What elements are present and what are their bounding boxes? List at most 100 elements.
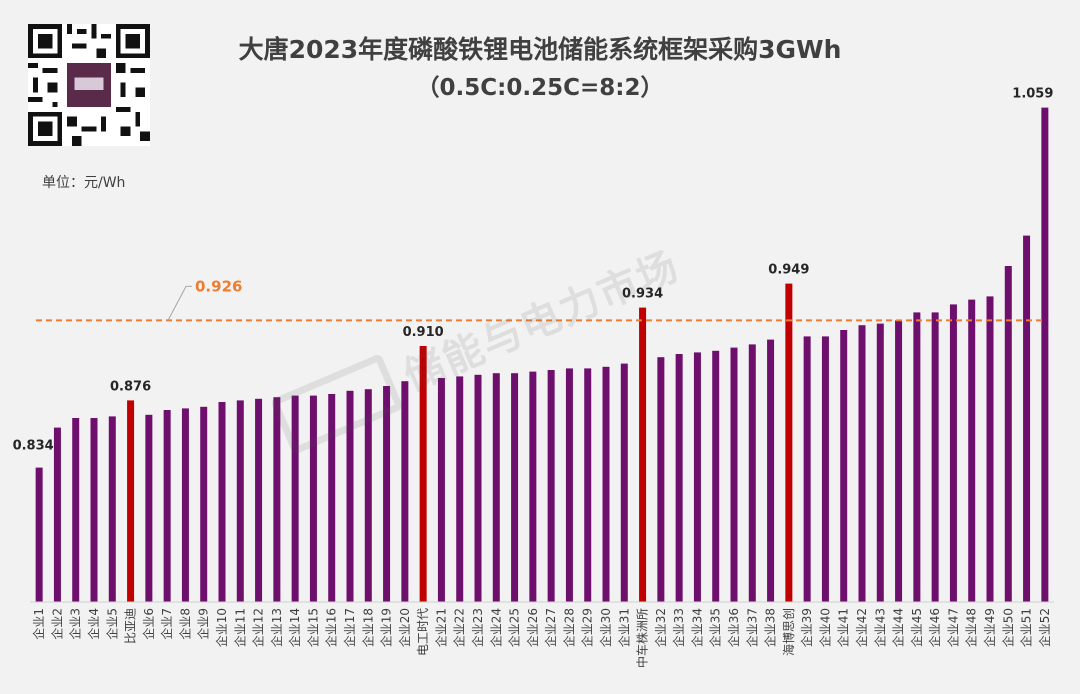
bar-企业4 — [90, 418, 98, 602]
bar-企业49 — [986, 296, 994, 602]
x-tick-label: 企业4 — [86, 608, 101, 640]
x-tick-label: 海博思创 — [781, 608, 796, 656]
x-tick-label: 企业22 — [452, 608, 467, 647]
bar-企业40 — [821, 336, 829, 602]
x-tick-label: 企业52 — [1037, 608, 1052, 647]
x-tick-label: 企业38 — [763, 608, 778, 647]
x-tick-label: 企业12 — [251, 608, 266, 647]
x-tick-label: 企业48 — [964, 608, 979, 647]
x-tick-label: 企业9 — [196, 608, 211, 640]
bar-企业44 — [895, 320, 903, 602]
bar-企业10 — [218, 402, 226, 602]
x-tick-label: 企业41 — [836, 608, 851, 647]
bar-企业33 — [675, 354, 683, 602]
x-tick-label: 企业7 — [159, 608, 174, 640]
bar-企业13 — [273, 397, 281, 602]
bar-企业42 — [858, 325, 866, 602]
bar-企业9 — [200, 406, 208, 602]
x-tick-label: 企业50 — [1000, 608, 1015, 647]
x-tick-label: 企业27 — [543, 608, 558, 647]
x-tick-label: 企业6 — [141, 608, 156, 640]
bar-企业5 — [108, 416, 116, 602]
x-tick-label: 企业10 — [214, 608, 229, 647]
bar-企业6 — [145, 414, 153, 602]
bar-企业38 — [767, 339, 775, 602]
x-tick-label: 企业2 — [49, 608, 64, 640]
x-tick-label: 企业24 — [488, 608, 503, 647]
x-tick-label: 企业17 — [342, 608, 357, 647]
x-tick-label: 企业47 — [945, 608, 960, 647]
bar-企业2 — [53, 427, 61, 602]
x-tick-label: 企业31 — [616, 608, 631, 647]
x-tick-label: 企业44 — [891, 608, 906, 647]
data-label: 1.059 — [1012, 87, 1053, 102]
bar-企业48 — [968, 299, 976, 602]
bar-企业1 — [35, 467, 43, 602]
average-label: 0.926 — [195, 277, 242, 295]
bar-企业51 — [1023, 235, 1031, 602]
bar-企业50 — [1004, 266, 1012, 602]
bar-企业14 — [291, 395, 299, 602]
bar-企业41 — [840, 330, 848, 602]
chart-title: 大唐2023年度磷酸铁锂电池储能系统框架采购3GWh — [238, 35, 842, 64]
x-tick-label: 电工时代 — [416, 608, 430, 656]
data-label: 0.910 — [403, 325, 444, 340]
x-tick-label: 企业25 — [507, 608, 522, 647]
x-tick-label: 企业19 — [379, 608, 394, 647]
x-tick-label: 企业51 — [1019, 608, 1034, 647]
average-leader-line — [167, 285, 192, 321]
data-label: 0.834 — [13, 439, 54, 454]
x-tick-label: 企业14 — [287, 608, 302, 647]
bar-比亚迪 — [127, 400, 135, 602]
x-tick-label: 企业5 — [104, 608, 119, 640]
bar-企业20 — [401, 381, 409, 602]
x-tick-label: 企业35 — [708, 608, 723, 647]
bar-企业36 — [730, 347, 738, 602]
x-tick-label: 企业13 — [269, 608, 284, 647]
x-tick-label: 企业11 — [232, 608, 247, 647]
x-tick-label: 企业3 — [68, 608, 83, 640]
bar-企业16 — [328, 394, 336, 602]
bar-企业15 — [309, 395, 317, 602]
x-tick-label: 企业49 — [982, 608, 997, 647]
bar-企业18 — [364, 389, 372, 602]
x-tick-label: 企业23 — [470, 608, 485, 647]
bar-企业35 — [712, 350, 720, 602]
x-tick-label: 企业16 — [324, 608, 339, 647]
x-tick-label: 企业30 — [598, 608, 613, 647]
bar-企业26 — [529, 371, 537, 602]
bar-企业52 — [1041, 107, 1049, 602]
bar-企业43 — [876, 323, 884, 602]
bar-企业24 — [492, 373, 500, 602]
x-tick-label: 企业26 — [525, 608, 540, 647]
unit-label: 单位：元/Wh — [42, 175, 126, 191]
bar-企业31 — [620, 363, 628, 602]
bar-企业27 — [547, 370, 555, 602]
x-tick-label: 比亚迪 — [124, 608, 138, 644]
bar-企业8 — [181, 408, 189, 602]
bar-海博思创 — [785, 283, 793, 602]
bar-企业39 — [803, 336, 811, 602]
x-tick-label: 企业18 — [360, 608, 375, 647]
x-tick-label: 企业29 — [580, 608, 595, 647]
bar-企业47 — [949, 304, 957, 602]
bar-中车株洲所 — [639, 307, 647, 602]
bar-企业37 — [748, 344, 756, 602]
x-tick-label: 企业46 — [927, 608, 942, 647]
x-tick-label: 企业36 — [726, 608, 741, 647]
x-tick-label: 企业8 — [177, 608, 192, 640]
bar-企业34 — [693, 352, 701, 602]
x-tick-label: 企业39 — [799, 608, 814, 647]
data-label: 0.876 — [110, 379, 151, 394]
bar-电工时代 — [419, 346, 427, 602]
bar-企业7 — [163, 410, 171, 602]
bar-企业28 — [565, 368, 573, 602]
x-tick-label: 企业43 — [872, 608, 887, 647]
data-label: 0.934 — [622, 287, 663, 302]
bar-企业21 — [437, 378, 445, 602]
bar-企业12 — [255, 398, 263, 602]
bar-企业29 — [584, 368, 592, 602]
bar-企业30 — [602, 366, 610, 602]
x-tick-label: 企业32 — [653, 608, 668, 647]
bar-企业45 — [913, 312, 921, 602]
